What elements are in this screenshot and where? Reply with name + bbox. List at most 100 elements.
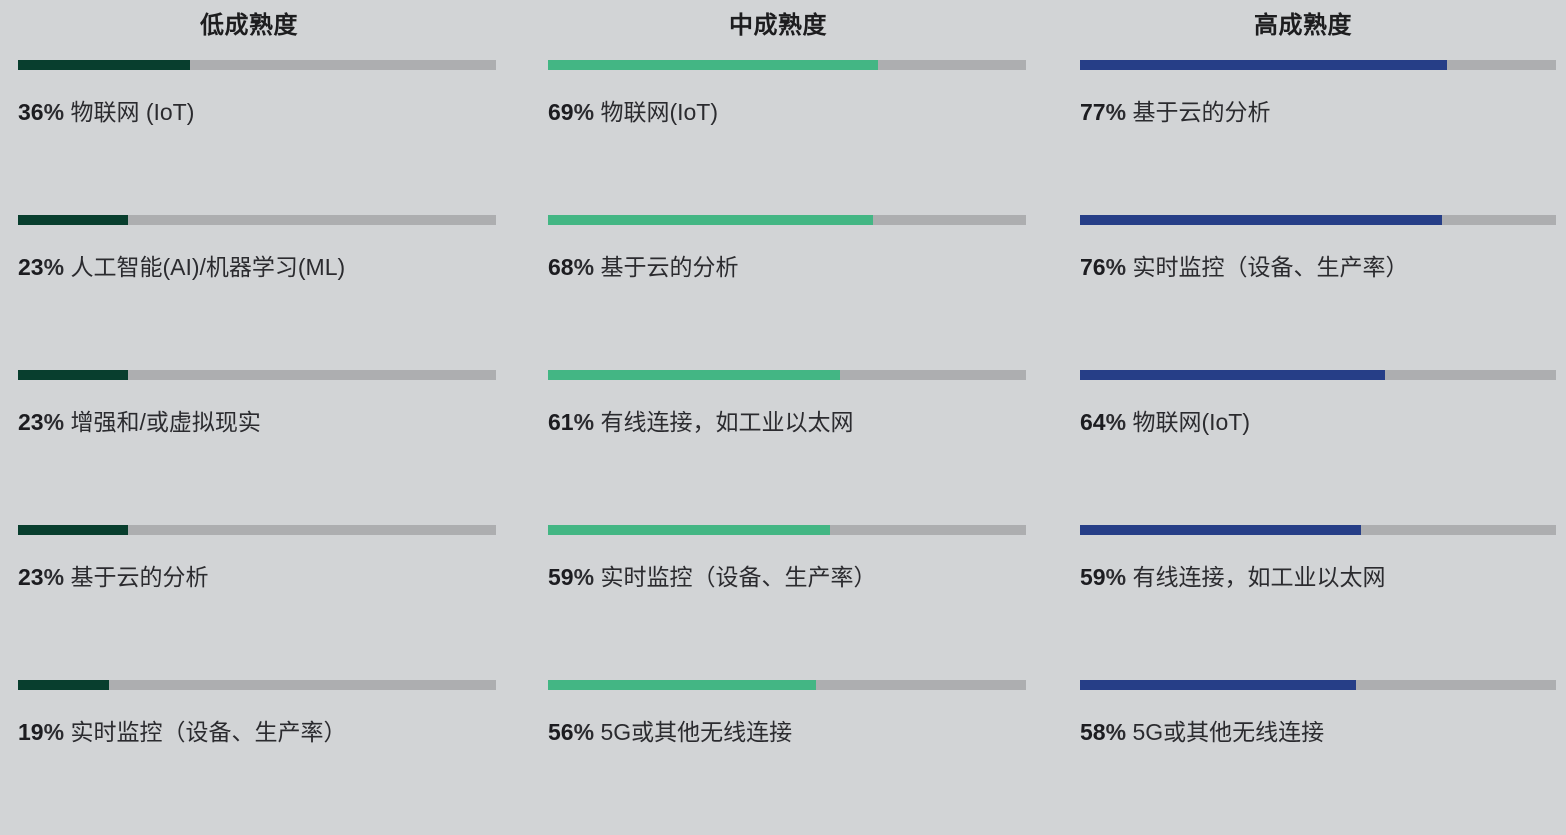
bar-track bbox=[548, 680, 1026, 690]
bar-category-label: 有线连接，如工业以太网 bbox=[600, 409, 854, 435]
percent-symbol: % bbox=[1105, 99, 1127, 125]
percent-symbol: % bbox=[573, 409, 595, 435]
bar-label: 23% 人工智能(AI)/机器学习(ML) bbox=[18, 253, 496, 282]
bar-category-label: 物联网(IoT) bbox=[600, 99, 718, 125]
bar-row: 61% 有线连接，如工业以太网 bbox=[548, 370, 1026, 525]
bar-category-label: 5G或其他无线连接 bbox=[1132, 719, 1325, 745]
percent-symbol: % bbox=[573, 254, 595, 280]
bar-label: 59% 有线连接，如工业以太网 bbox=[1080, 563, 1536, 592]
bar-label: 68% 基于云的分析 bbox=[548, 253, 1026, 282]
bar-label: 56% 5G或其他无线连接 bbox=[548, 718, 1026, 747]
bar-percent-value: 23 bbox=[18, 409, 44, 435]
bar-percent-value: 69 bbox=[548, 99, 574, 125]
percent-symbol: % bbox=[43, 719, 65, 745]
percent-symbol: % bbox=[43, 254, 65, 280]
percent-symbol: % bbox=[1105, 254, 1127, 280]
bar-percent-value: 23 bbox=[18, 254, 44, 280]
bar-fill bbox=[18, 370, 128, 380]
bar-percent-value: 77 bbox=[1080, 99, 1106, 125]
bar-category-label: 物联网(IoT) bbox=[1132, 409, 1250, 435]
bar-percent-value: 61 bbox=[548, 409, 574, 435]
bar-fill bbox=[1080, 215, 1442, 225]
bar-label: 61% 有线连接，如工业以太网 bbox=[548, 408, 1026, 437]
percent-symbol: % bbox=[573, 719, 595, 745]
bar-category-label: 基于云的分析 bbox=[1132, 99, 1271, 125]
bar-label: 23% 增强和/或虚拟现实 bbox=[18, 408, 496, 437]
bar-label: 77% 基于云的分析 bbox=[1080, 98, 1536, 127]
bar-category-label: 实时监控（设备、生产率） bbox=[70, 719, 347, 745]
percent-symbol: % bbox=[43, 564, 65, 590]
bar-track bbox=[548, 370, 1026, 380]
bar-track bbox=[548, 525, 1026, 535]
bar-category-label: 基于云的分析 bbox=[70, 564, 209, 590]
bar-row: 23% 人工智能(AI)/机器学习(ML) bbox=[18, 215, 496, 370]
bar-label: 69% 物联网(IoT) bbox=[548, 98, 1026, 127]
bar-category-label: 有线连接，如工业以太网 bbox=[1132, 564, 1386, 590]
column-medium-maturity: 中成熟度 69% 物联网(IoT) 68% 基于云的分析 61% 有线连接，如工… bbox=[530, 0, 1060, 775]
bar-row: 59% 有线连接，如工业以太网 bbox=[1080, 525, 1556, 680]
bar-row: 69% 物联网(IoT) bbox=[548, 60, 1026, 215]
bar-row: 68% 基于云的分析 bbox=[548, 215, 1026, 370]
bar-percent-value: 58 bbox=[1080, 719, 1106, 745]
bar-percent-value: 64 bbox=[1080, 409, 1106, 435]
bar-list-low-maturity: 36% 物联网 (IoT) 23% 人工智能(AI)/机器学习(ML) 23% … bbox=[18, 60, 496, 835]
bar-percent-value: 56 bbox=[548, 719, 574, 745]
bar-track bbox=[1080, 215, 1556, 225]
percent-symbol: % bbox=[43, 99, 65, 125]
percent-symbol: % bbox=[573, 99, 595, 125]
bar-label: 64% 物联网(IoT) bbox=[1080, 408, 1536, 437]
bar-label: 58% 5G或其他无线连接 bbox=[1080, 718, 1536, 747]
bar-row: 56% 5G或其他无线连接 bbox=[548, 680, 1026, 835]
bar-row: 23% 基于云的分析 bbox=[18, 525, 496, 680]
bar-category-label: 物联网 (IoT) bbox=[70, 99, 195, 125]
percent-symbol: % bbox=[573, 564, 595, 590]
bar-row: 23% 增强和/或虚拟现实 bbox=[18, 370, 496, 525]
bar-percent-value: 23 bbox=[18, 564, 44, 590]
bar-track bbox=[18, 60, 496, 70]
bar-list-high-maturity: 77% 基于云的分析 76% 实时监控（设备、生产率） 64% 物联网(IoT)… bbox=[1080, 60, 1556, 835]
bar-track bbox=[18, 525, 496, 535]
bar-track bbox=[18, 370, 496, 380]
percent-symbol: % bbox=[1105, 409, 1127, 435]
bar-fill bbox=[548, 370, 840, 380]
bar-row: 58% 5G或其他无线连接 bbox=[1080, 680, 1556, 835]
bar-fill bbox=[1080, 525, 1361, 535]
bar-label: 23% 基于云的分析 bbox=[18, 563, 496, 592]
percent-symbol: % bbox=[1105, 564, 1127, 590]
bar-row: 76% 实时监控（设备、生产率） bbox=[1080, 215, 1556, 370]
bar-fill bbox=[18, 680, 109, 690]
bar-fill bbox=[548, 215, 874, 225]
bar-percent-value: 59 bbox=[548, 564, 574, 590]
column-header-medium-maturity: 中成熟度 bbox=[729, 12, 827, 39]
bar-category-label: 增强和/或虚拟现实 bbox=[70, 409, 261, 435]
bar-percent-value: 76 bbox=[1080, 254, 1106, 280]
bar-fill bbox=[548, 525, 831, 535]
bar-category-label: 实时监控（设备、生产率） bbox=[600, 564, 877, 590]
bar-category-label: 5G或其他无线连接 bbox=[600, 719, 793, 745]
bar-label: 36% 物联网 (IoT) bbox=[18, 98, 496, 127]
percent-symbol: % bbox=[43, 409, 65, 435]
bar-track bbox=[1080, 370, 1556, 380]
bar-percent-value: 19 bbox=[18, 719, 44, 745]
bar-percent-value: 68 bbox=[548, 254, 574, 280]
bar-fill bbox=[548, 680, 816, 690]
bar-list-medium-maturity: 69% 物联网(IoT) 68% 基于云的分析 61% 有线连接，如工业以太网 … bbox=[548, 60, 1026, 835]
bar-fill bbox=[18, 60, 191, 70]
bar-label: 59% 实时监控（设备、生产率） bbox=[548, 563, 1026, 592]
column-header-low-maturity: 低成熟度 bbox=[200, 12, 298, 39]
bar-row: 64% 物联网(IoT) bbox=[1080, 370, 1556, 525]
bar-track bbox=[548, 60, 1026, 70]
bar-label: 19% 实时监控（设备、生产率） bbox=[18, 718, 496, 747]
bar-fill bbox=[1080, 370, 1385, 380]
column-high-maturity: 高成熟度 77% 基于云的分析 76% 实时监控（设备、生产率） 64% 物联网… bbox=[1060, 0, 1566, 775]
bar-percent-value: 36 bbox=[18, 99, 44, 125]
bar-track bbox=[18, 680, 496, 690]
percent-symbol: % bbox=[1105, 719, 1127, 745]
bar-label: 76% 实时监控（设备、生产率） bbox=[1080, 253, 1536, 282]
bar-track bbox=[1080, 60, 1556, 70]
column-header-high-maturity: 高成熟度 bbox=[1254, 12, 1352, 39]
bar-track bbox=[548, 215, 1026, 225]
bar-track bbox=[1080, 525, 1556, 535]
column-low-maturity: 低成熟度 36% 物联网 (IoT) 23% 人工智能(AI)/机器学习(ML)… bbox=[0, 0, 530, 775]
bar-fill bbox=[1080, 680, 1357, 690]
